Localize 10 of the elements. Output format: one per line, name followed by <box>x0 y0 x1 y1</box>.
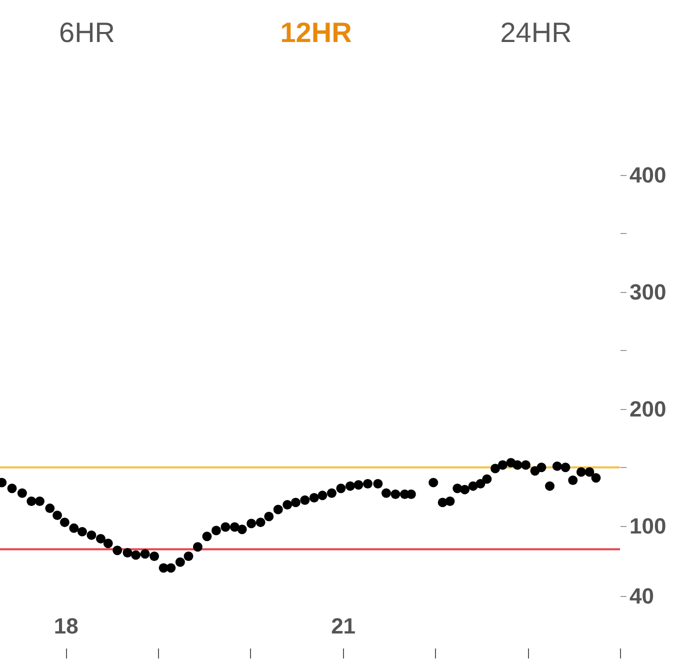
text: 24HR <box>500 17 572 49</box>
y-tick-label: 40 <box>630 584 654 608</box>
x-tick-label: 21 <box>331 614 356 638</box>
y-tick-label: 100 <box>630 513 666 538</box>
text: 12HR <box>280 17 352 49</box>
x-tick-label: 18 <box>54 614 78 638</box>
y-tick-label: 200 <box>630 396 666 422</box>
y-tick-label: 400 <box>630 162 666 188</box>
text: 6HR <box>58 17 116 49</box>
y-tick-label: 300 <box>630 279 666 304</box>
